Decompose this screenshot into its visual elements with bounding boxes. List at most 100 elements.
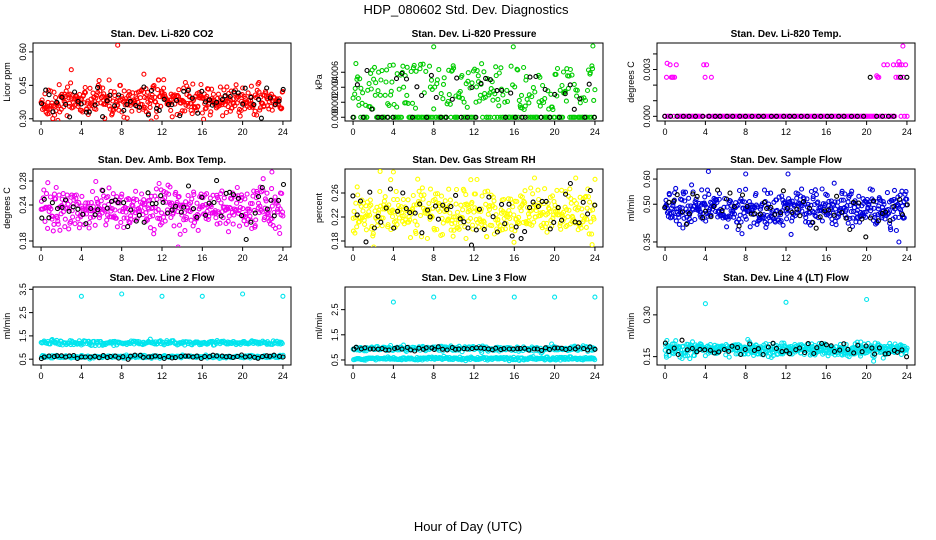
data-point	[805, 341, 811, 347]
data-point	[702, 301, 708, 307]
data-point	[585, 211, 591, 217]
data-point	[385, 222, 391, 228]
data-point	[428, 77, 435, 83]
data-point	[449, 221, 455, 227]
data-point	[753, 191, 759, 197]
data-point	[670, 74, 676, 80]
data-point	[260, 176, 266, 182]
data-point	[454, 75, 460, 81]
data-point	[470, 114, 476, 120]
data-point	[799, 186, 805, 192]
data-point	[453, 192, 459, 198]
data-point	[272, 194, 278, 200]
series-points	[38, 43, 286, 121]
data-point	[768, 113, 774, 119]
data-point	[214, 221, 220, 227]
data-point	[729, 343, 735, 349]
data-point	[182, 108, 188, 114]
data-point	[276, 96, 282, 102]
data-point	[587, 199, 593, 205]
data-point	[831, 348, 838, 355]
data-point	[903, 62, 909, 68]
data-point	[227, 96, 233, 103]
x-tick-label: 4	[79, 371, 84, 381]
chart-panel: Stan. Dev. Line 3 Flow 0 4 8 12 16 20 24 0.5 1.5 2…	[314, 273, 604, 381]
data-point	[478, 80, 484, 86]
data-point	[576, 205, 582, 211]
data-point	[801, 196, 807, 202]
data-point	[68, 219, 74, 225]
x-axis-label: Hour of Day (UTC)	[414, 519, 522, 534]
data-point	[825, 353, 831, 359]
data-point	[811, 113, 818, 119]
data-point	[891, 203, 897, 210]
data-point	[247, 353, 253, 359]
data-point	[439, 232, 446, 238]
data-point	[682, 198, 688, 204]
data-point	[560, 69, 567, 75]
data-point	[152, 353, 158, 359]
data-point	[112, 207, 118, 213]
data-point	[547, 226, 553, 232]
data-point	[188, 217, 194, 223]
data-point	[412, 218, 418, 224]
data-point	[55, 221, 61, 227]
data-point	[104, 217, 110, 223]
data-point	[516, 214, 522, 220]
data-point	[104, 98, 110, 104]
y-tick-label: 0.004	[330, 76, 340, 99]
data-point	[87, 215, 94, 221]
data-point	[765, 344, 771, 350]
data-point	[110, 191, 116, 197]
data-point	[453, 201, 459, 207]
data-point	[410, 65, 416, 71]
data-point	[256, 80, 262, 86]
data-point	[574, 93, 580, 99]
data-point	[751, 347, 757, 353]
data-point	[127, 98, 133, 104]
data-point	[568, 195, 574, 202]
data-point	[431, 294, 437, 300]
data-point	[92, 353, 98, 359]
data-point	[502, 226, 508, 232]
data-point	[107, 205, 113, 211]
data-point	[502, 221, 508, 227]
data-point	[461, 346, 467, 352]
data-point	[357, 198, 364, 204]
data-point	[261, 217, 267, 223]
data-point	[121, 107, 127, 113]
data-point	[589, 66, 596, 72]
data-point	[457, 88, 463, 95]
data-point	[777, 219, 783, 225]
data-point	[540, 209, 546, 215]
data-point	[215, 91, 222, 97]
data-point	[531, 219, 537, 225]
y-tick-label: 2.5	[18, 306, 28, 319]
data-point	[474, 176, 480, 183]
data-point	[458, 202, 464, 208]
data-point	[491, 88, 497, 94]
data-point	[716, 349, 722, 355]
data-point	[172, 203, 179, 209]
chart-title: Stan. Dev. Line 3 Flow	[422, 273, 527, 284]
data-point	[169, 102, 175, 108]
data-point	[592, 87, 598, 93]
data-point	[543, 198, 549, 204]
data-point	[159, 210, 165, 216]
x-tick-label: 12	[781, 253, 791, 263]
x-tick-label: 16	[509, 253, 519, 263]
data-point	[115, 43, 121, 48]
data-point	[592, 357, 598, 363]
data-point	[368, 202, 374, 208]
data-point	[142, 104, 148, 111]
x-tick-label: 12	[157, 253, 167, 263]
data-point	[724, 113, 730, 119]
data-point	[69, 192, 75, 198]
data-point	[591, 114, 598, 120]
data-point	[141, 84, 147, 90]
data-point	[76, 200, 82, 206]
data-point	[863, 234, 869, 240]
data-point	[82, 354, 88, 360]
data-point	[226, 213, 232, 219]
data-point	[161, 96, 167, 102]
